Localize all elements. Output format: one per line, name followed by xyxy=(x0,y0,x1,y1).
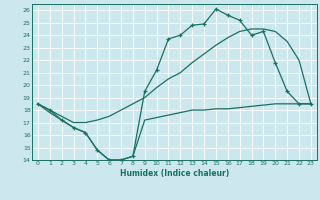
X-axis label: Humidex (Indice chaleur): Humidex (Indice chaleur) xyxy=(120,169,229,178)
